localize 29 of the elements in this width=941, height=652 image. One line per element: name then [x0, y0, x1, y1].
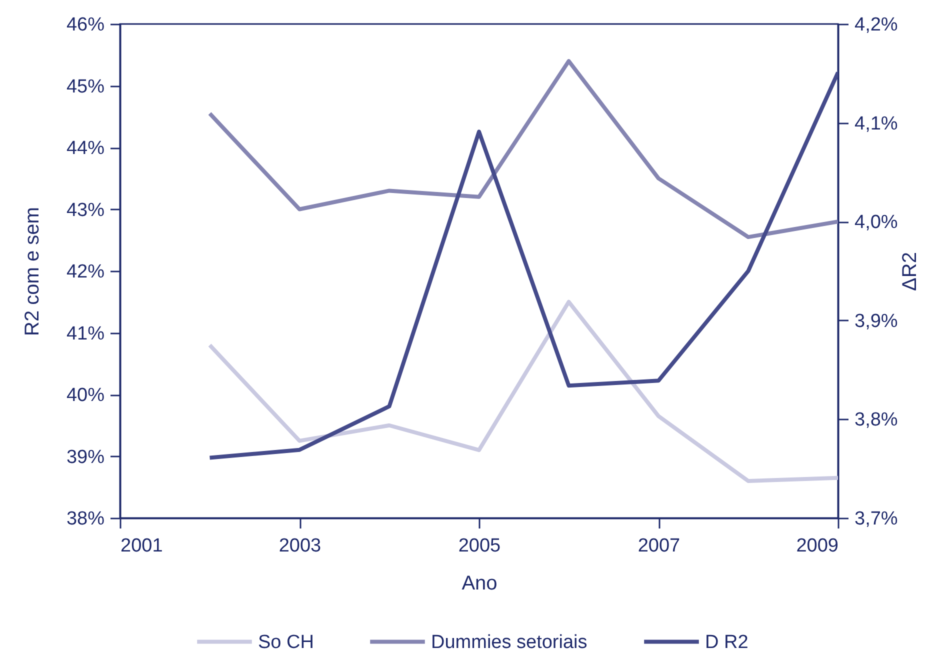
y-tick-label: 42%: [66, 262, 105, 282]
y2-tick-label: 4,0%: [854, 212, 898, 234]
y2-tick-label: 4,1%: [854, 113, 898, 134]
y2-tick-label: 3,7%: [854, 508, 898, 530]
y-tick-label: 44%: [66, 138, 105, 159]
y2-tick-label: 3,9%: [854, 310, 898, 332]
x-tick-label: 2003: [278, 536, 322, 556]
y2-axis-title: ΔR2: [898, 252, 921, 291]
y-tick-label: 46%: [66, 14, 105, 36]
x-tick-label: 2001: [120, 536, 163, 556]
y-tick-label: 38%: [66, 508, 105, 530]
line-series: [208, 70, 838, 460]
y-tick-label: 45%: [66, 76, 105, 98]
y2-tick-label: 3,8%: [854, 410, 898, 431]
y-tick-label: 41%: [66, 323, 105, 344]
x-axis-title: Ano: [462, 572, 498, 594]
x-tick-label: 2007: [638, 536, 680, 556]
line-series: [208, 300, 838, 483]
x-tick-label: 2009: [796, 536, 838, 556]
x-tick-label: 2005: [458, 536, 501, 556]
y-tick-label: 43%: [66, 200, 105, 221]
line-series: [208, 59, 838, 240]
legend-label: So CH: [258, 632, 314, 652]
y2-tick-label: 4,2%: [854, 14, 898, 36]
y-axis-title: R2 com e sem: [21, 207, 44, 336]
legend-label: D R2: [705, 632, 748, 652]
legend-label: Dummies setoriais: [431, 632, 588, 652]
y-tick-label: 39%: [66, 446, 105, 468]
y-tick-label: 40%: [66, 385, 105, 406]
